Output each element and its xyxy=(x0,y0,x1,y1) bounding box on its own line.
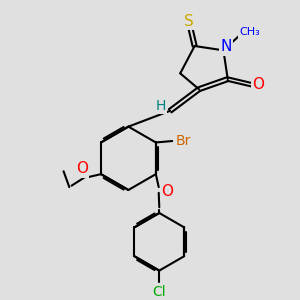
Text: H: H xyxy=(156,99,166,112)
Text: Cl: Cl xyxy=(152,285,166,299)
Text: S: S xyxy=(184,14,194,29)
Text: CH₃: CH₃ xyxy=(239,27,260,37)
Text: Br: Br xyxy=(176,134,191,148)
Text: O: O xyxy=(76,161,88,176)
Text: O: O xyxy=(252,77,264,92)
Text: N: N xyxy=(220,39,232,54)
Text: O: O xyxy=(161,184,173,199)
